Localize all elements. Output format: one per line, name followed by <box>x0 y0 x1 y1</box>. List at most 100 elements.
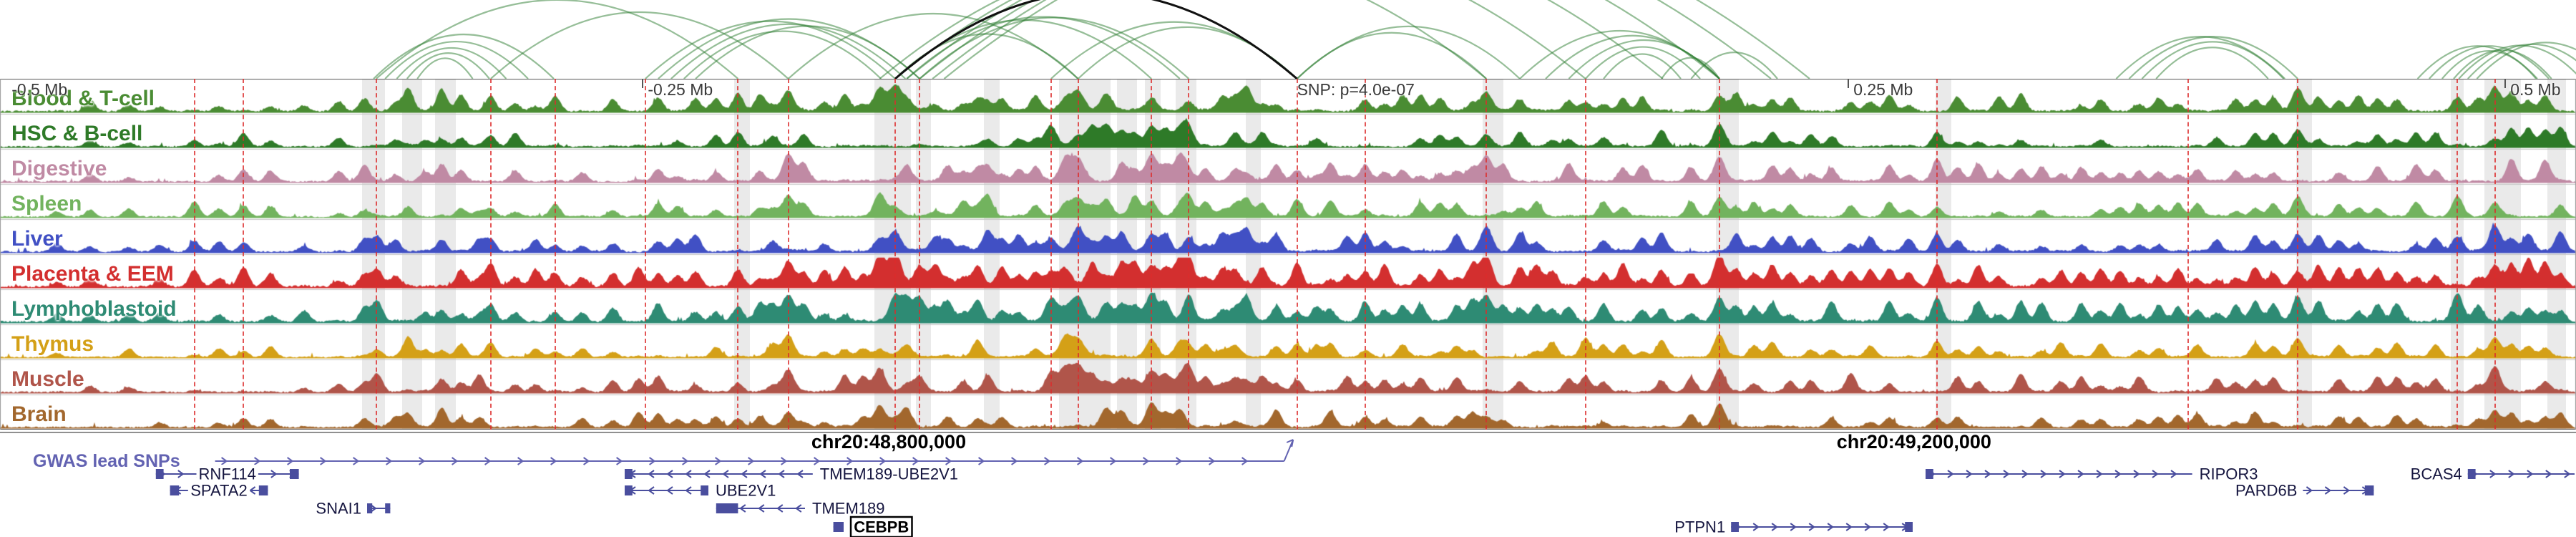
interaction-arc[interactable] <box>384 41 529 79</box>
gene-snai1[interactable]: SNAI1 <box>316 500 391 518</box>
coordinate-label: chr20:49,200,000 <box>1836 431 1991 453</box>
snp-position-line <box>1296 79 1298 430</box>
snp-position-line <box>1485 79 1488 430</box>
gene-tmem189[interactable]: TMEM189 <box>716 500 885 518</box>
interaction-arc[interactable] <box>1661 57 1720 79</box>
strand-arrow-icon <box>2077 470 2084 478</box>
snp-position-line <box>787 79 789 430</box>
snp-position-line <box>2297 79 2299 430</box>
interaction-arc[interactable] <box>645 20 896 79</box>
exon-block <box>1731 522 1739 532</box>
interaction-arc[interactable] <box>1584 46 1701 79</box>
interaction-arc[interactable] <box>2441 49 2537 79</box>
interaction-arcs-panel[interactable] <box>0 0 2576 79</box>
signal-tracks-panel: Blood & T-cell HSC & B-cell Digestive Splee… <box>0 79 2576 430</box>
strand-arrow-icon <box>703 470 711 478</box>
exon-block <box>625 469 633 479</box>
interaction-arc[interactable] <box>2141 41 2285 79</box>
interaction-arc[interactable] <box>490 11 789 79</box>
snp-position-line <box>737 79 739 430</box>
gene-label: PARD6B <box>2235 482 2297 500</box>
snp-position-line <box>375 79 377 430</box>
gene-bcas4[interactable]: BCAS4 <box>2411 465 2575 483</box>
track-label-placenta-eem: Placenta & EEM <box>11 262 174 286</box>
strand-arrow-icon <box>685 486 692 495</box>
interaction-arc[interactable] <box>670 23 907 79</box>
strand-arrow-icon <box>666 486 673 495</box>
interaction-arc[interactable] <box>1296 25 1521 79</box>
snp-target-arc[interactable] <box>894 0 1298 79</box>
exon-block <box>625 485 633 495</box>
strand-arrow-icon <box>1771 523 1778 531</box>
strand-arrow-icon <box>2564 470 2571 478</box>
strand-arrow-icon <box>666 470 673 478</box>
track-label-liver: Liver <box>11 227 63 251</box>
strand-arrow-icon <box>270 470 278 478</box>
interaction-arc[interactable] <box>695 25 920 79</box>
interaction-arc[interactable] <box>879 0 1487 79</box>
strand-arrow-icon <box>1984 470 1991 478</box>
interaction-arc[interactable] <box>919 0 1720 79</box>
strand-arrow-icon <box>2040 470 2047 478</box>
strand-arrow-icon <box>741 470 748 478</box>
gene-ube2v1[interactable]: UBE2V1 <box>625 482 776 500</box>
interaction-arc[interactable] <box>943 0 1810 79</box>
interaction-arc[interactable] <box>396 47 507 79</box>
gene-ripor3[interactable]: RIPOR3 <box>1926 465 2258 483</box>
scale-label: -0.5 Mb <box>11 80 68 99</box>
interaction-arc[interactable] <box>894 0 1586 79</box>
gene-rnf114[interactable]: RNF114 <box>155 465 299 483</box>
strand-arrow-icon <box>1845 523 1853 531</box>
interaction-arc[interactable] <box>906 0 1664 79</box>
interaction-arc[interactable] <box>2476 42 2576 79</box>
strand-arrow-icon <box>2324 486 2332 495</box>
ruler-tick <box>1848 79 1850 88</box>
gene-label: PTPN1 <box>1674 518 1725 536</box>
snp-position-line <box>1365 79 1366 430</box>
interaction-arc[interactable] <box>2467 43 2576 79</box>
interaction-arc[interactable] <box>1690 52 1778 79</box>
snp-position-line <box>489 79 492 430</box>
gene-ptpn1[interactable]: PTPN1 <box>1674 518 1913 536</box>
interaction-arc[interactable] <box>2128 36 2298 79</box>
interaction-arc[interactable] <box>1603 53 1682 79</box>
interaction-arc[interactable] <box>2428 45 2550 79</box>
interaction-arc[interactable] <box>373 34 555 79</box>
interaction-arc[interactable] <box>2155 47 2269 79</box>
exon-block <box>701 485 708 495</box>
exon-block <box>716 503 738 513</box>
ruler-tick <box>642 79 644 88</box>
gene-label-backing <box>187 481 250 500</box>
snp-position-line <box>2494 79 2496 430</box>
snp-position-line <box>2457 79 2459 430</box>
interaction-arc[interactable] <box>1568 39 1720 79</box>
track-label-muscle: Muscle <box>11 367 84 391</box>
interaction-arc[interactable] <box>683 30 882 79</box>
strand-arrow-icon <box>2489 470 2497 478</box>
strand-arrow-icon <box>248 486 256 495</box>
strand-arrow-icon <box>2170 470 2177 478</box>
snp-position-line <box>193 79 195 430</box>
exon-block <box>170 485 180 495</box>
strand-arrow-icon <box>1966 470 1973 478</box>
strand-arrow-icon <box>2527 470 2534 478</box>
interaction-arc[interactable] <box>406 52 490 79</box>
gene-pard6b[interactable]: PARD6B <box>2235 482 2374 500</box>
strand-arrow-icon <box>2508 470 2515 478</box>
signal-tracks-canvas[interactable] <box>0 79 2576 430</box>
interaction-arc[interactable] <box>416 57 474 79</box>
gene-label: SNAI1 <box>316 500 361 518</box>
snp-position-line <box>1188 79 1190 430</box>
strand-arrow-icon <box>1790 523 1797 531</box>
strand-arrow-icon <box>177 470 185 478</box>
gene-cebpb[interactable]: CEBPB <box>833 516 913 537</box>
interaction-arc[interactable] <box>2453 49 2552 79</box>
gene-tmem189-ube2v1[interactable]: TMEM189-UBE2V1 <box>625 465 958 483</box>
strand-arrow-icon <box>796 470 804 478</box>
snp-position-line <box>644 79 646 430</box>
interaction-arc[interactable] <box>375 0 739 79</box>
gene-spata2[interactable]: SPATA2 <box>170 481 268 500</box>
strand-arrow-icon <box>370 504 377 513</box>
gwas-lead-snps-track[interactable]: GWAS lead SNPs <box>33 439 1294 471</box>
